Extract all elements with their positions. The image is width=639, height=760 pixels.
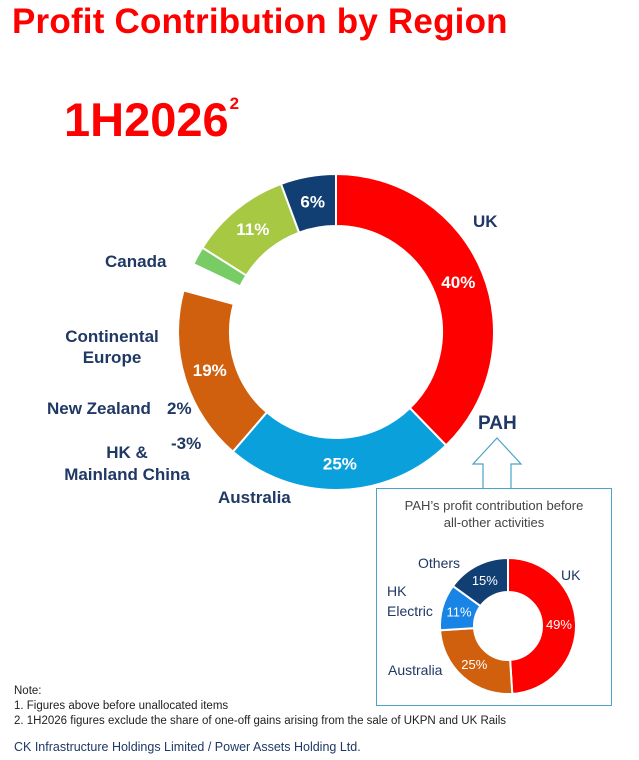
value-new-zealand: 2% [167,399,192,418]
label-australia: Australia [218,488,291,507]
inset-donut-chart: 49% 25% 11% 15% [439,556,577,695]
page-title: Profit Contribution by Region [12,2,508,41]
label-continental: Continental [65,327,159,346]
label-hk-line1: HK & [106,443,148,462]
period-heading: 1H20262 [64,92,239,147]
inset-slice-others [451,556,509,608]
main-value-continental-europe: 11% [236,220,269,239]
label-europe: Europe [83,348,142,367]
inset-title-line2: all-other activities [443,515,545,530]
inset-title: PAH’s profit contribution before all-oth… [377,497,611,531]
main-value-pah: 25% [323,454,357,473]
inset-label-electric: Electric [387,603,433,619]
inset-title-line1: PAH’s profit contribution before [404,498,584,513]
inset-value-others: 15% [472,573,498,588]
label-new-zealand: New Zealand [47,399,151,418]
inset-label-australia: Australia [388,662,443,678]
inset-slice-australia [439,627,514,695]
value-hk-mainland: -3% [171,434,201,453]
main-value-uk: 40% [441,273,475,292]
inset-value-australia: 25% [461,657,487,672]
notes: Note: 1. Figures above before unallocate… [14,684,506,729]
period-footnote-marker: 2 [229,94,240,113]
note-1: 1. Figures above before unallocated item… [14,700,229,712]
main-slice-canada [279,172,337,234]
pah-callout-arrow [471,437,523,488]
inset-value-uk: 49% [546,617,572,632]
main-value-canada: 6% [300,193,325,212]
notes-heading: Note: [14,685,42,697]
note-2: 2. 1H2026 figures exclude the share of o… [14,715,507,727]
period-label: 1H2026 [64,93,229,146]
label-canada: Canada [105,252,167,271]
label-pah: PAH [478,413,517,434]
label-uk: UK [473,212,498,231]
main-donut-chart: 40% 25% 19% 11% 6% [177,172,495,491]
label-hk-line2: Mainland China [64,465,190,484]
main-value-australia: 19% [193,361,227,380]
footer-company: CK Infrastructure Holdings Limited / Pow… [14,740,361,754]
main-slice-australia [177,289,269,454]
inset-slice-uk [507,556,577,695]
inset-value-hk-electric: 11% [446,604,471,619]
inset-label-hk: HK [387,583,407,599]
main-slice-uk [335,172,495,447]
inset-label-uk: UK [561,567,581,583]
inset-label-others: Others [418,555,460,571]
